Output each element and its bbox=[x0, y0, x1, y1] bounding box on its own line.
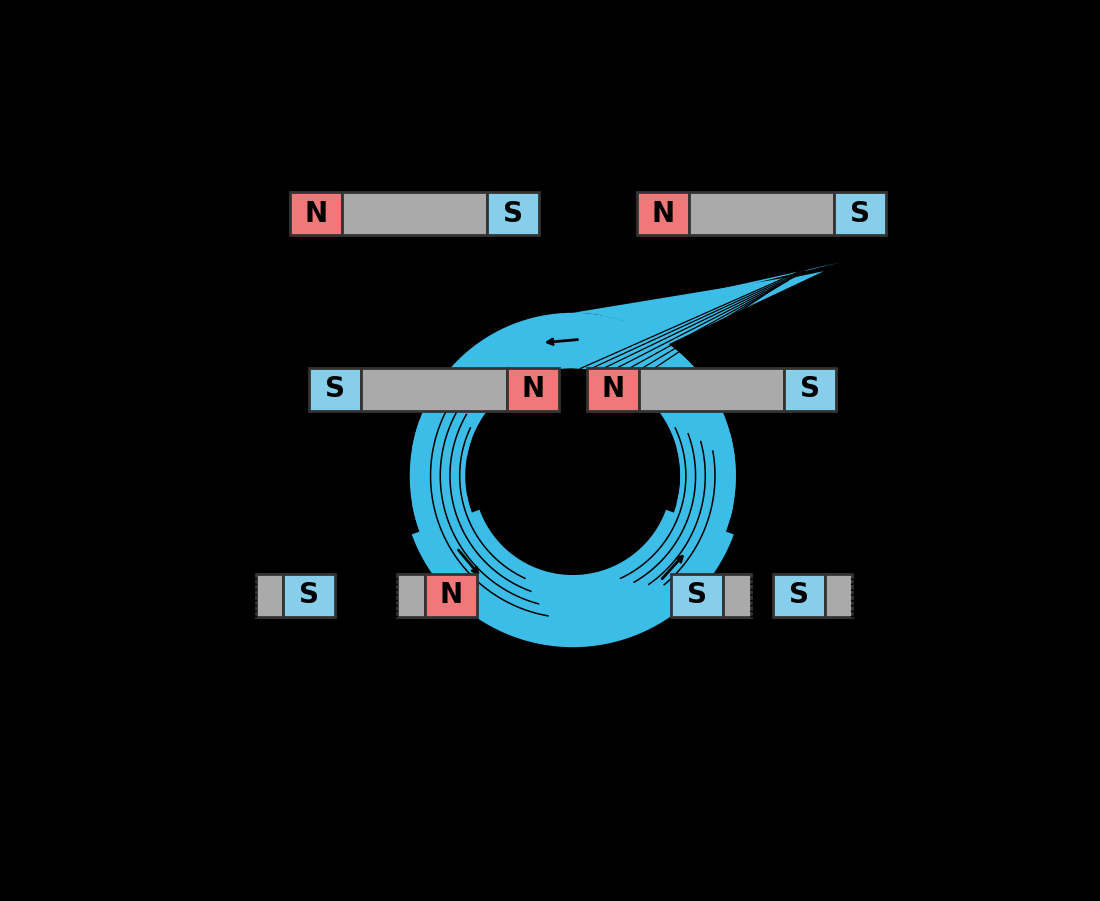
Polygon shape bbox=[409, 420, 472, 532]
Polygon shape bbox=[573, 276, 796, 387]
Polygon shape bbox=[676, 448, 736, 518]
Text: S: S bbox=[790, 581, 810, 609]
Bar bbox=[671, 574, 724, 616]
Polygon shape bbox=[606, 271, 824, 374]
Polygon shape bbox=[676, 433, 736, 518]
Bar bbox=[487, 192, 539, 235]
Text: S: S bbox=[850, 200, 870, 228]
Bar bbox=[639, 368, 784, 411]
Bar bbox=[834, 192, 887, 235]
Polygon shape bbox=[601, 262, 842, 318]
Bar bbox=[397, 574, 425, 616]
Bar bbox=[289, 192, 342, 235]
Bar bbox=[689, 192, 834, 235]
Text: N: N bbox=[305, 200, 328, 228]
Polygon shape bbox=[412, 495, 734, 639]
Polygon shape bbox=[411, 510, 734, 647]
Text: S: S bbox=[688, 581, 707, 609]
Bar bbox=[784, 368, 836, 411]
Bar bbox=[724, 574, 751, 616]
Text: S: S bbox=[504, 200, 524, 228]
Bar bbox=[256, 574, 283, 616]
Polygon shape bbox=[412, 313, 734, 457]
Bar bbox=[825, 574, 851, 616]
Bar bbox=[773, 574, 825, 616]
Text: N: N bbox=[601, 375, 624, 403]
Text: S: S bbox=[299, 581, 319, 609]
Text: N: N bbox=[439, 581, 463, 609]
Bar bbox=[309, 368, 361, 411]
Bar bbox=[361, 368, 507, 411]
Text: N: N bbox=[521, 375, 544, 403]
Bar bbox=[507, 368, 559, 411]
Bar bbox=[586, 368, 639, 411]
Bar bbox=[637, 192, 689, 235]
Bar bbox=[283, 574, 334, 616]
Text: S: S bbox=[801, 375, 821, 403]
Text: N: N bbox=[651, 200, 674, 228]
Bar bbox=[342, 192, 487, 235]
Text: S: S bbox=[326, 375, 345, 403]
Bar bbox=[425, 574, 477, 616]
